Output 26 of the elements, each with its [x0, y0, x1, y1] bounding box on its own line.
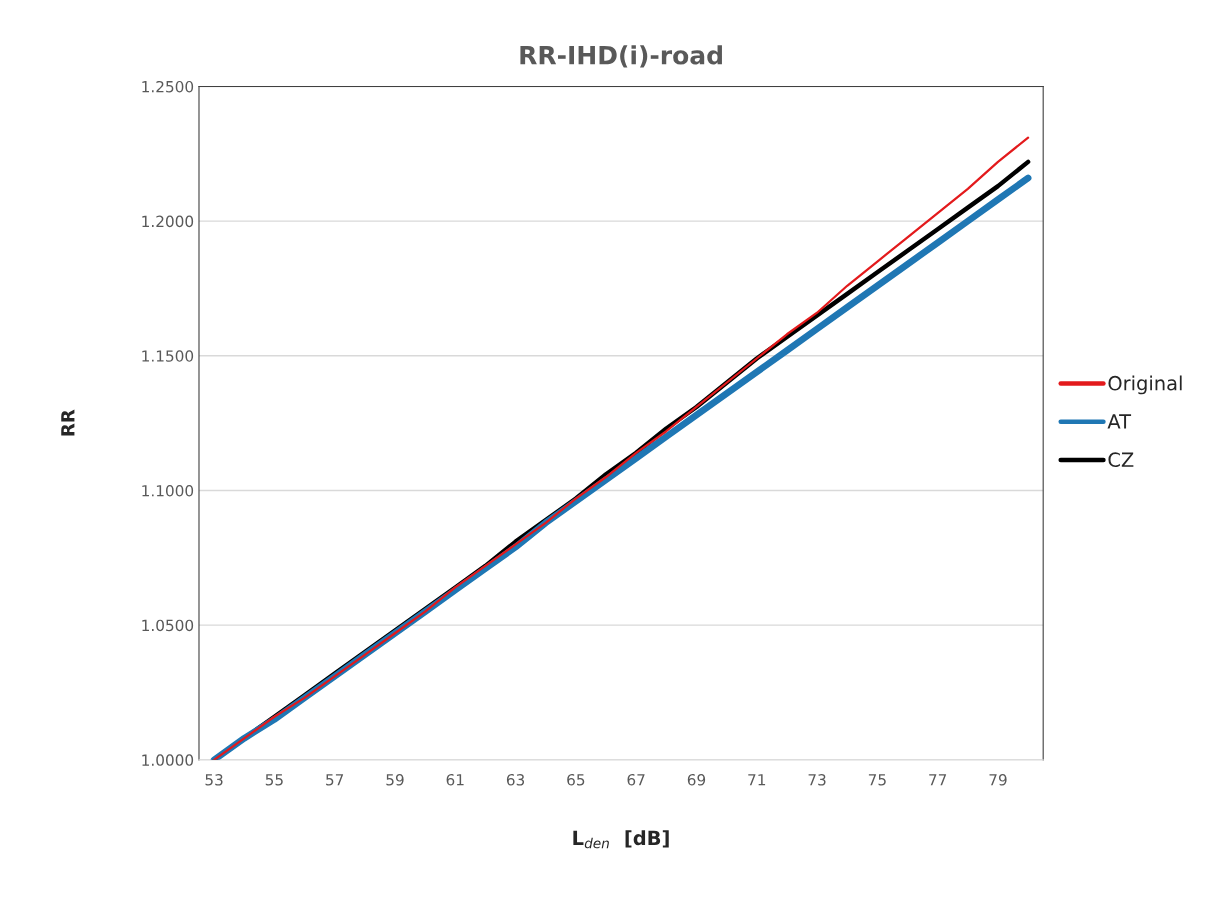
x-tick-label: 77 — [929, 774, 947, 786]
y-tick-label: 1.0500 — [142, 619, 194, 632]
x-tick-label: 57 — [326, 774, 344, 786]
y-tick-label: 1.0000 — [142, 754, 194, 766]
y-axis-title: RR — [61, 409, 75, 436]
x-tick-label: 71 — [748, 774, 766, 786]
y-tick-label: 1.2000 — [142, 215, 194, 228]
legend-label: CZ — [1108, 452, 1134, 468]
x-tick-label: 79 — [989, 774, 1007, 786]
x-tick-label: 53 — [205, 774, 223, 786]
x-tick-label: 55 — [265, 774, 283, 786]
y-tick-label: 1.1500 — [142, 350, 194, 362]
legend-label: Original — [1108, 375, 1182, 395]
x-tick-label: 75 — [868, 774, 886, 786]
x-tick-label: 65 — [567, 774, 585, 786]
x-tick-label: 59 — [386, 774, 404, 786]
text: L$_{den}$ [dB] — [573, 830, 669, 849]
y-tick-label: 1.1000 — [142, 484, 194, 497]
legend-label: AT — [1107, 414, 1132, 429]
chart-title: RR-IHD(i)-road — [520, 45, 722, 68]
x-tick-label: 73 — [808, 774, 826, 786]
x-tick-label: 69 — [687, 774, 706, 786]
x-tick-label: 67 — [627, 774, 645, 786]
x-tick-label: 63 — [506, 774, 525, 786]
y-tick-label: 1.2500 — [142, 80, 194, 93]
x-tick-label: 61 — [446, 774, 464, 786]
